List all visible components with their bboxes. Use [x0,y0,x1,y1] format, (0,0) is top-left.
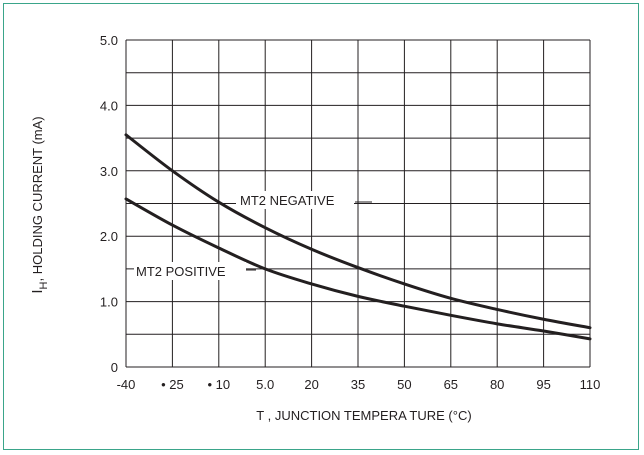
x-tick-label: 5.0 [256,377,274,392]
x-tick-label: 50 [397,377,411,392]
y-axis-title-rest: , HOLDING CURRENT (mA) [30,116,45,281]
y-axis-title: IH, HOLDING CURRENT (mA) [29,116,50,293]
x-tick-label: 20 [304,377,318,392]
x-tick-label: • 25 [161,377,184,392]
series-line-mt2-positive [124,197,592,341]
series-line-mt2-negative [124,133,592,330]
x-tick-label: 110 [580,377,601,392]
x-tick-label: -40 [117,377,136,392]
y-tick-label: 5.0 [100,33,118,48]
x-tick-label: 35 [351,377,365,392]
y-tick-label: 1.0 [100,295,118,310]
chart-frame [3,3,639,450]
y-tick-label: 0 [111,360,118,375]
x-axis-title: T , JUNCTION TEMPERA TURE (°C) [256,408,471,423]
x-tick-label: 80 [490,377,504,392]
y-tick-label: 3.0 [100,164,118,179]
mt2-positive-label-bg [134,262,246,280]
mt2-negative-label-bg [236,191,354,209]
svg-text:IH, HOLDING CURRENT (mA): IH, HOLDING CURRENT (mA) [29,116,50,293]
y-axis-title-subscript: H [38,281,50,289]
series-label-mt2-negative: MT2 NEGATIVE [240,193,335,208]
y-tick-label: 4.0 [100,98,118,113]
series-label-mt2-positive: MT2 POSITIVE [136,264,226,279]
x-tick-label: 95 [536,377,550,392]
x-tick-label: 65 [444,377,458,392]
x-tick-label: • 10 [207,377,230,392]
y-tick-label: 2.0 [100,229,118,244]
y-axis-title-main: I [29,289,46,293]
